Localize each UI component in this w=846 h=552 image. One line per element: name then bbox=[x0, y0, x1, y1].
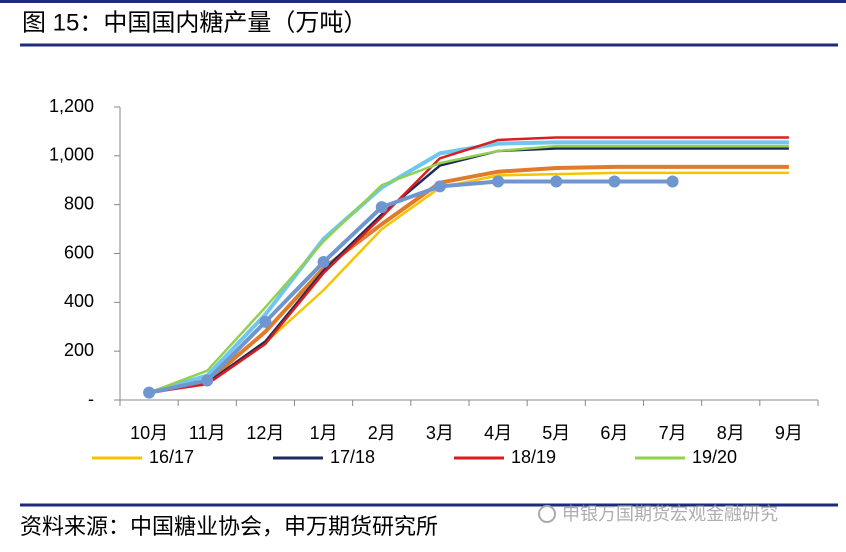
watermark-icon bbox=[538, 505, 556, 523]
x-tick-label: 11月 bbox=[189, 423, 226, 443]
y-tick-label: 400 bbox=[64, 291, 94, 311]
y-tick-label: 1,000 bbox=[49, 145, 94, 165]
point-marker bbox=[259, 315, 272, 328]
point-marker bbox=[666, 175, 679, 188]
legend-label: 17/18 bbox=[330, 447, 375, 467]
series-line bbox=[148, 171, 789, 394]
watermark: 申银万国期货宏观金融研究 bbox=[562, 504, 778, 524]
top-bar bbox=[0, 0, 846, 3]
legend-label: 18/19 bbox=[511, 447, 556, 467]
legend-label: 16/17 bbox=[149, 447, 194, 467]
x-tick-label: 9月 bbox=[775, 423, 803, 443]
legend-label: 19/20 bbox=[692, 447, 737, 467]
series-line bbox=[148, 179, 673, 395]
x-tick-label: 7月 bbox=[659, 423, 687, 443]
point-marker bbox=[317, 256, 330, 269]
x-tick-label: 12月 bbox=[246, 423, 284, 443]
point-marker bbox=[550, 175, 563, 188]
point-marker bbox=[608, 175, 621, 188]
source: 资料来源：中国糖业协会，申万期货研究所 bbox=[20, 514, 438, 539]
y-tick-label: 200 bbox=[64, 340, 94, 360]
y-tick-label: 600 bbox=[64, 242, 94, 262]
x-tick-label: 8月 bbox=[717, 423, 745, 443]
x-tick-label: 2月 bbox=[368, 423, 396, 443]
point-marker bbox=[143, 386, 156, 399]
point-marker bbox=[433, 180, 446, 193]
x-tick-label: 1月 bbox=[310, 423, 338, 443]
x-tick-label: 5月 bbox=[542, 423, 570, 443]
series-line bbox=[148, 136, 789, 394]
point-marker bbox=[201, 374, 214, 387]
series-line bbox=[148, 164, 789, 395]
x-tick-label: 4月 bbox=[484, 423, 512, 443]
point-marker bbox=[375, 201, 388, 214]
point-marker bbox=[492, 175, 505, 188]
x-tick-label: 10月 bbox=[130, 423, 168, 443]
y-tick-label: 800 bbox=[64, 193, 94, 213]
chart-title: 图 15：中国国内糖产量（万吨） bbox=[22, 9, 367, 36]
y-tick-label: - bbox=[88, 389, 94, 409]
x-tick-label: 6月 bbox=[600, 423, 628, 443]
y-tick-label: 1,200 bbox=[49, 96, 94, 116]
series-line bbox=[148, 144, 789, 394]
x-tick-label: 3月 bbox=[426, 423, 454, 443]
